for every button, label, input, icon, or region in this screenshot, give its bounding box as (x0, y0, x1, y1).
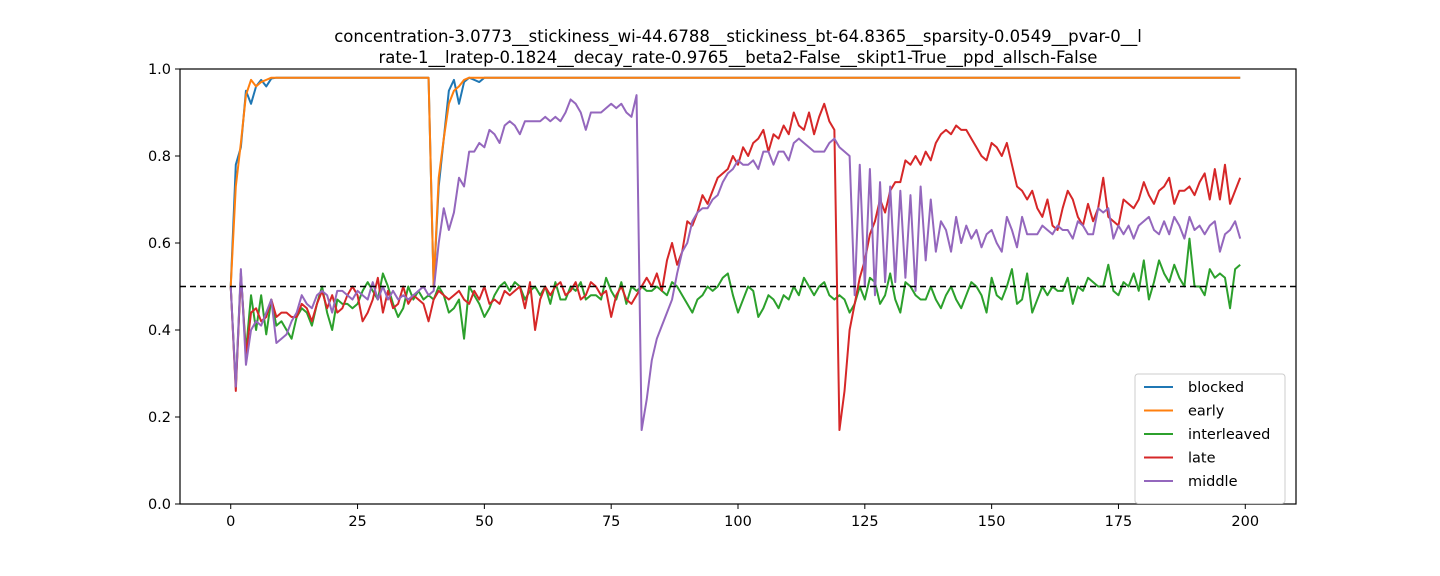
legend-label-blocked: blocked (1188, 380, 1244, 396)
chart-title-line-2: rate-1__lratep-0.1824__decay_rate-0.9765… (379, 48, 1098, 68)
plot-series (229, 76, 1242, 432)
chart-title-line-1: concentration-3.0773__stickiness_wi-44.6… (334, 27, 1142, 47)
y-tick-label: 0.6 (148, 236, 171, 252)
legend: blocked early interleaved late middle (1134, 373, 1286, 504)
x-tick-label: 175 (1105, 514, 1133, 530)
series-line-blocked (229, 76, 1241, 288)
x-tick-label: 200 (1231, 514, 1259, 530)
legend-label-interleaved: interleaved (1188, 427, 1270, 443)
x-tick-label: 150 (978, 514, 1006, 530)
legend-label-early: early (1188, 404, 1225, 420)
x-tick-label: 25 (348, 514, 366, 530)
y-tick-label: 0.8 (148, 149, 171, 165)
series-line-middle (229, 94, 1242, 432)
x-axis-ticks: 0 25 50 75 100 125 150 175 200 (226, 504, 1259, 530)
legend-label-middle: middle (1188, 474, 1238, 490)
legend-box (1134, 373, 1286, 504)
legend-label-late: late (1188, 451, 1216, 467)
x-tick-label: 75 (602, 514, 620, 530)
series-line-interleaved (229, 237, 1241, 388)
y-axis-ticks: 0.0 0.2 0.4 0.6 0.8 1.0 (148, 62, 180, 513)
y-tick-label: 0.0 (148, 497, 171, 513)
series-line-late (229, 102, 1242, 432)
x-tick-label: 125 (851, 514, 879, 530)
series-line-early (229, 76, 1241, 288)
y-tick-label: 0.4 (148, 323, 171, 339)
y-tick-label: 1.0 (148, 62, 171, 78)
x-tick-label: 100 (724, 514, 752, 530)
x-tick-label: 50 (475, 514, 493, 530)
x-tick-label: 0 (226, 514, 235, 530)
y-tick-label: 0.2 (148, 410, 171, 426)
plot-frame (179, 68, 1297, 505)
